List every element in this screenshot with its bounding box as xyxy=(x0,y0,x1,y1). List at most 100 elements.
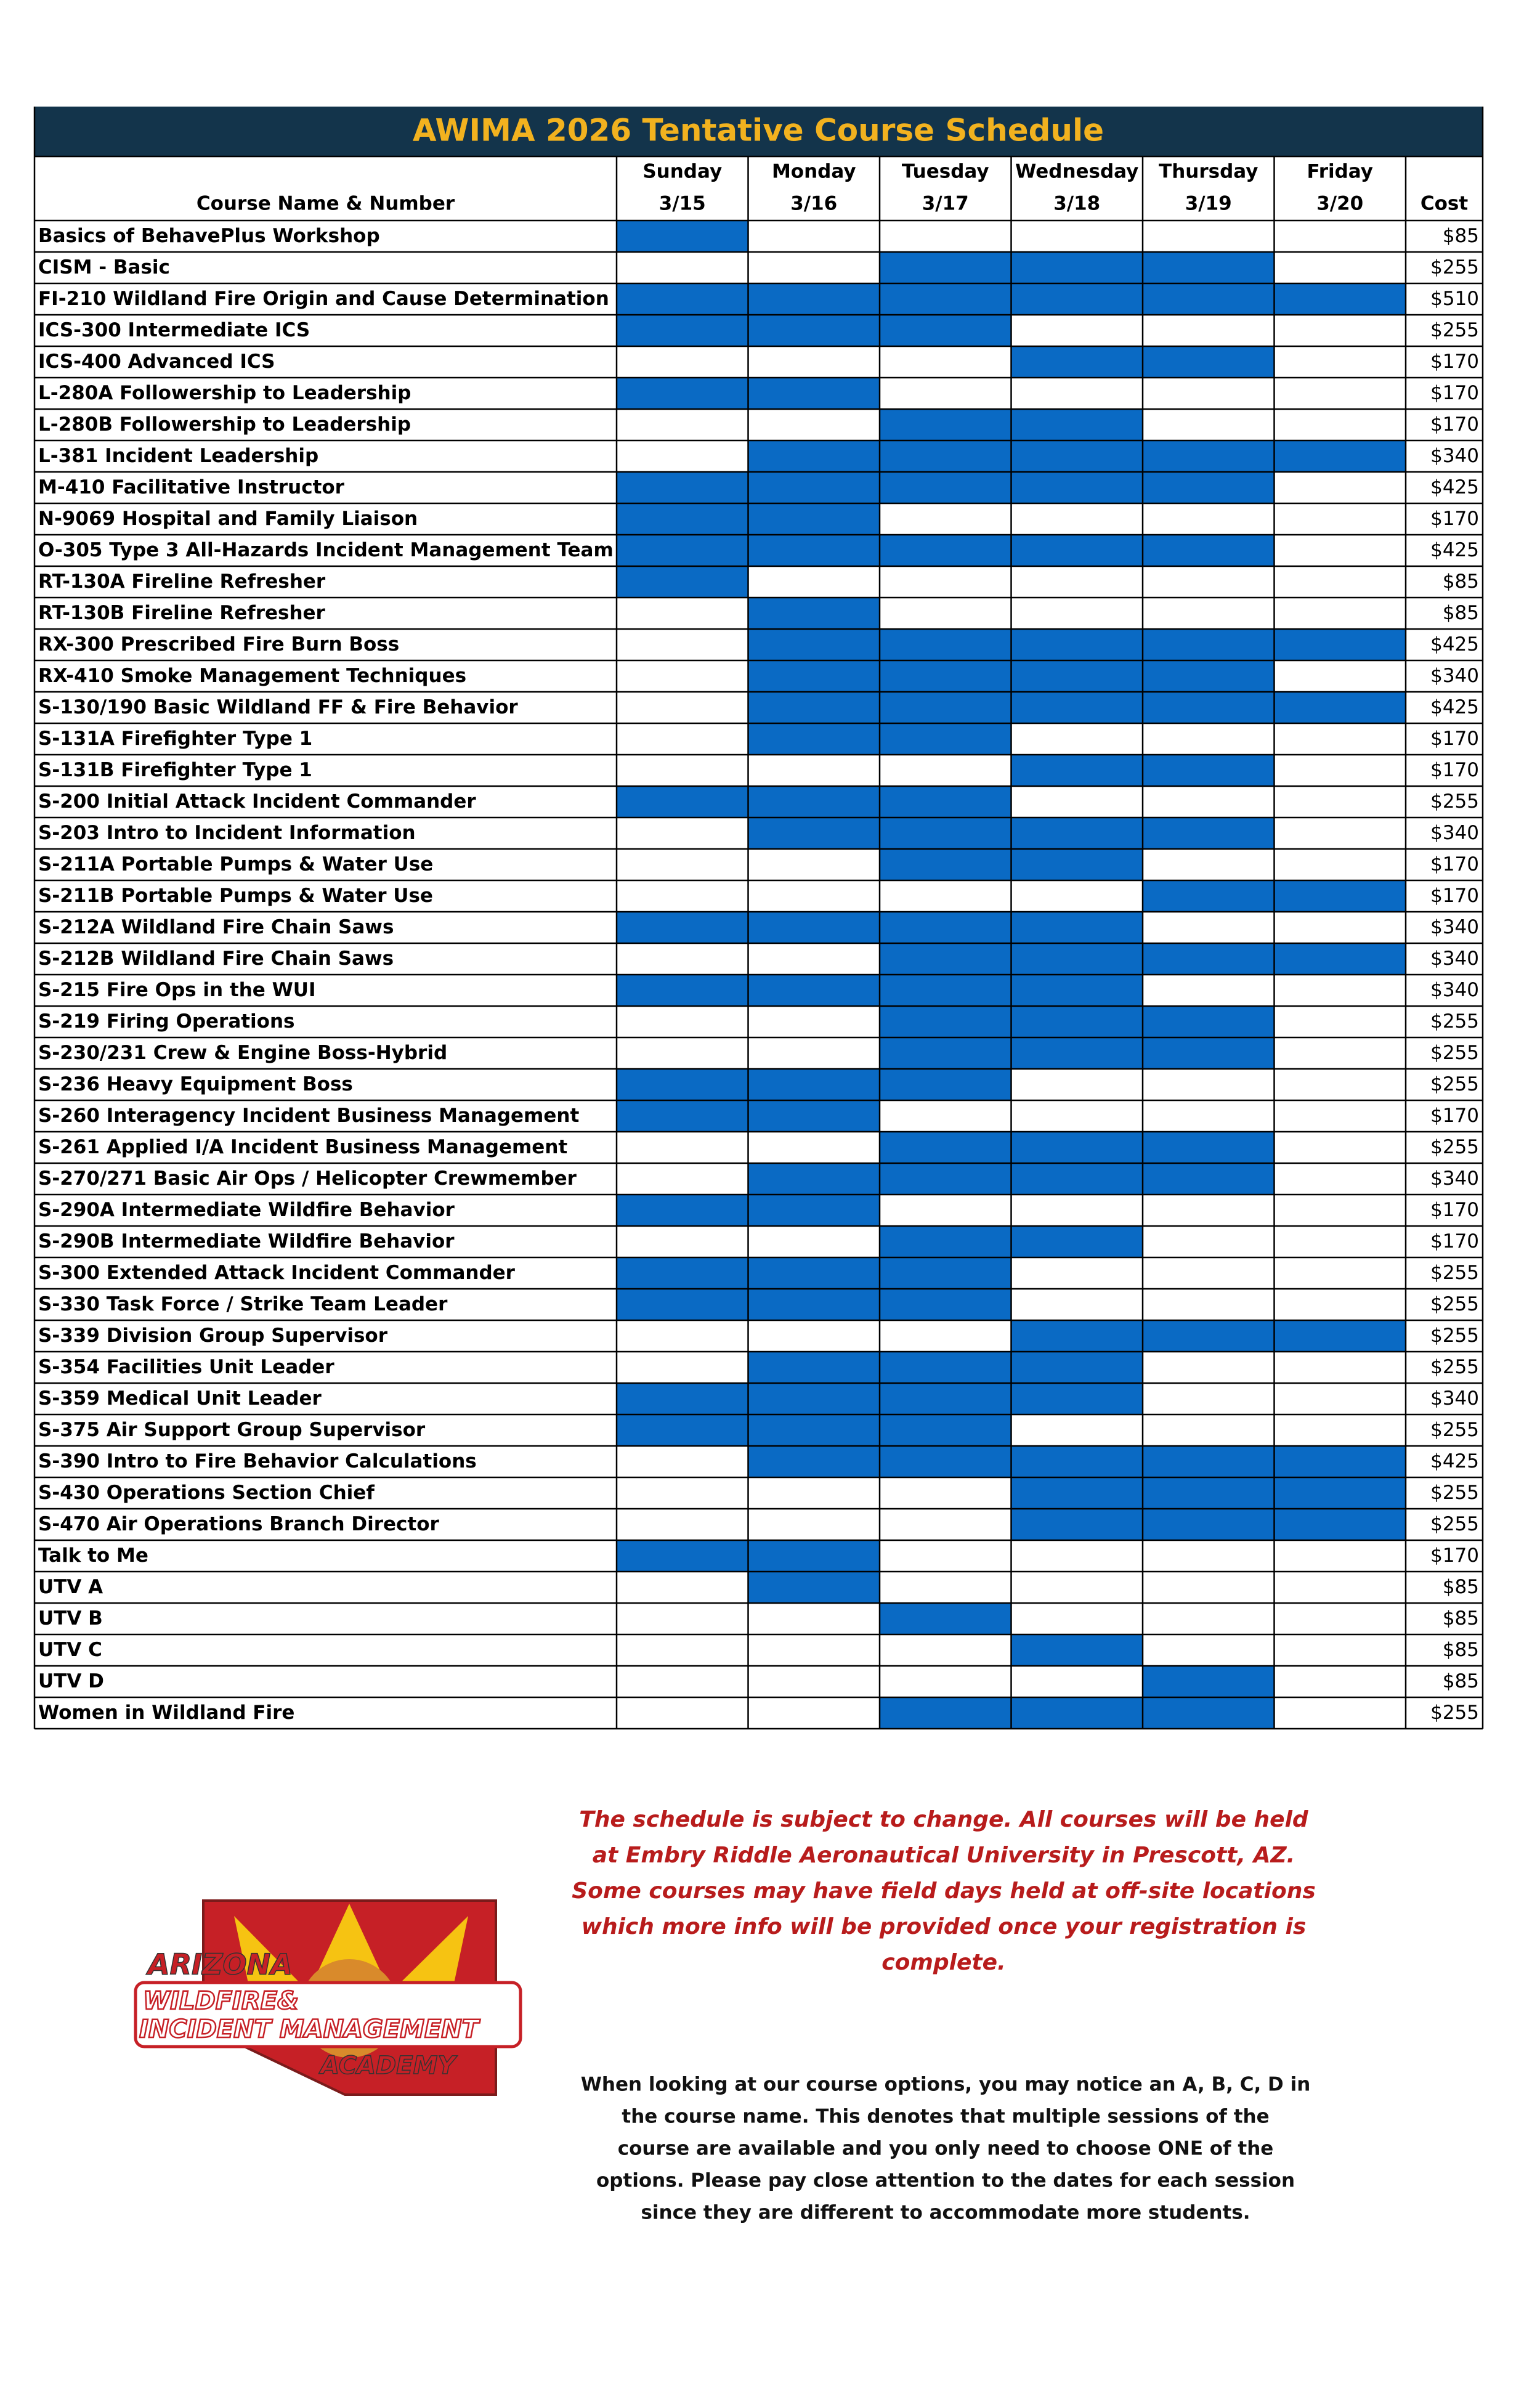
session-cell xyxy=(748,1572,880,1603)
course-name: S-131A Firefighter Type 1 xyxy=(38,728,312,750)
course-cost: $170 xyxy=(1430,1105,1479,1127)
session-cell xyxy=(1011,1320,1143,1352)
course-cost: $85 xyxy=(1443,570,1479,593)
course-name: L-280A Followership to Leadership xyxy=(38,382,411,404)
session-cell xyxy=(617,1383,748,1415)
session-cell xyxy=(748,692,880,723)
session-cell xyxy=(880,1446,1011,1477)
course-cost: $340 xyxy=(1430,916,1479,938)
session-cell xyxy=(1143,692,1275,723)
session-cell xyxy=(748,975,880,1006)
logo-text: ARIZONA xyxy=(146,1948,293,1981)
course-name: S-130/190 Basic Wildland FF & Fire Behav… xyxy=(38,696,518,718)
session-cell xyxy=(880,409,1011,440)
session-cell xyxy=(1011,409,1143,440)
session-cell xyxy=(1274,629,1406,660)
session-cell xyxy=(880,1132,1011,1163)
session-cell xyxy=(1143,1666,1275,1697)
session-cell xyxy=(1143,283,1275,315)
course-cost: $255 xyxy=(1430,1419,1479,1441)
session-cell xyxy=(748,1540,880,1572)
course-cost: $255 xyxy=(1430,1042,1479,1064)
course-name: S-230/231 Crew & Engine Boss-Hybrid xyxy=(38,1042,447,1064)
session-cell xyxy=(1011,1477,1143,1509)
course-cost: $170 xyxy=(1430,853,1479,875)
course-name: Women in Wildland Fire xyxy=(38,1702,294,1724)
session-cell xyxy=(748,440,880,472)
course-name: S-211B Portable Pumps & Water Use xyxy=(38,885,433,907)
course-name: RT-130B Fireline Refresher xyxy=(38,602,326,624)
session-cell xyxy=(1143,1509,1275,1540)
course-cost: $255 xyxy=(1430,1356,1479,1378)
session-cell xyxy=(1011,535,1143,566)
session-cell xyxy=(1143,880,1275,912)
session-cell xyxy=(748,1352,880,1383)
course-name: S-290A Intermediate Wildfire Behavior xyxy=(38,1199,455,1221)
session-cell xyxy=(617,535,748,566)
session-cell xyxy=(1274,692,1406,723)
logo: ARIZONA WILDFIRE& INCIDENT MANAGEMENT AC… xyxy=(134,1899,522,2096)
logo-text: WILDFIRE& xyxy=(143,1987,299,2015)
course-cost: $340 xyxy=(1430,665,1479,687)
course-cost: $340 xyxy=(1430,1167,1479,1190)
session-cell xyxy=(880,818,1011,849)
course-cost: $255 xyxy=(1430,1293,1479,1315)
course-name: N-9069 Hospital and Family Liaison xyxy=(38,508,418,530)
course-cost: $255 xyxy=(1430,1073,1479,1095)
schedule-note: Some courses may have field days held at… xyxy=(572,1878,1316,1904)
session-cell xyxy=(880,692,1011,723)
session-cell xyxy=(880,440,1011,472)
course-cost: $425 xyxy=(1430,476,1479,498)
session-cell xyxy=(617,1257,748,1289)
session-cell xyxy=(748,535,880,566)
session-cell xyxy=(880,1037,1011,1069)
session-cell xyxy=(617,1100,748,1132)
session-cell xyxy=(617,1289,748,1320)
session-cell xyxy=(880,1415,1011,1446)
session-cell xyxy=(617,503,748,535)
course-cost: $85 xyxy=(1443,225,1479,247)
course-name: S-375 Air Support Group Supervisor xyxy=(38,1419,426,1441)
session-cell xyxy=(1274,440,1406,472)
session-cell xyxy=(1011,1352,1143,1383)
session-cell xyxy=(748,660,880,692)
course-name: S-131B Firefighter Type 1 xyxy=(38,759,312,781)
course-name: S-330 Task Force / Strike Team Leader xyxy=(38,1293,448,1315)
session-cell xyxy=(1143,1037,1275,1069)
course-cost: $510 xyxy=(1430,288,1479,310)
session-cell xyxy=(1274,1446,1406,1477)
course-name: L-280B Followership to Leadership xyxy=(38,413,411,436)
session-cell xyxy=(1274,283,1406,315)
session-cell xyxy=(1011,1132,1143,1163)
session-cell xyxy=(1143,943,1275,975)
session-cell xyxy=(1011,755,1143,786)
session-cell xyxy=(617,975,748,1006)
course-cost: $340 xyxy=(1430,1387,1479,1410)
session-cell xyxy=(748,1163,880,1195)
session-cell xyxy=(748,283,880,315)
session-cell xyxy=(748,503,880,535)
course-name: S-430 Operations Section Chief xyxy=(38,1482,375,1504)
course-cost: $85 xyxy=(1443,1576,1479,1598)
session-note: course are available and you only need t… xyxy=(618,2138,1274,2160)
session-cell xyxy=(617,378,748,409)
session-cell xyxy=(1143,535,1275,566)
course-name: S-270/271 Basic Air Ops / Helicopter Cre… xyxy=(38,1167,577,1190)
course-cost: $170 xyxy=(1430,351,1479,373)
session-cell xyxy=(1143,252,1275,283)
day-name: Friday xyxy=(1307,161,1373,183)
session-cell xyxy=(748,912,880,943)
session-cell xyxy=(1011,1163,1143,1195)
course-cost: $170 xyxy=(1430,1230,1479,1252)
title-bar xyxy=(34,107,1483,156)
session-cell xyxy=(1143,1006,1275,1037)
course-cost: $170 xyxy=(1430,1545,1479,1567)
course-name: Basics of BehavePlus Workshop xyxy=(38,225,380,247)
session-cell xyxy=(880,283,1011,315)
schedule-note: at Embry Riddle Aeronautical University … xyxy=(593,1843,1295,1868)
session-cell xyxy=(1274,943,1406,975)
session-cell xyxy=(748,1415,880,1446)
day-date: 3/18 xyxy=(1053,193,1100,215)
logo-text: INCIDENT MANAGEMENT xyxy=(139,2015,480,2044)
